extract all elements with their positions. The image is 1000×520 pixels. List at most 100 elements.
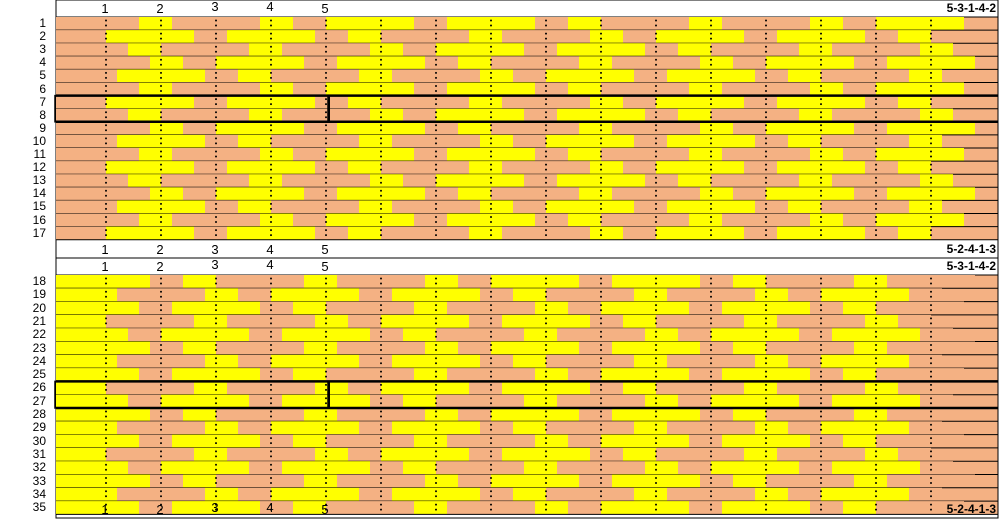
marker-dot: [655, 309, 657, 312]
cell-segment: [854, 56, 887, 70]
marker-dot: [545, 150, 547, 153]
marker-dot: [435, 495, 437, 498]
cell-segment: [458, 341, 491, 355]
marker-dot: [655, 90, 657, 92]
marker-dot: [160, 234, 162, 237]
cell-segment: [524, 394, 557, 408]
marker-dot: [215, 90, 217, 92]
cell-segment: [777, 314, 865, 329]
marker-dot: [765, 50, 767, 53]
cell-segment: [271, 69, 359, 83]
marker-dot: [820, 181, 822, 184]
marker-dot: [930, 423, 932, 426]
marker-dot: [325, 402, 327, 405]
cell-segment: [645, 328, 678, 342]
cell-segment: [359, 69, 392, 83]
marker-dot: [270, 503, 272, 506]
marker-dot: [490, 322, 492, 325]
lower-top-sequence: 5-3-1-4-2: [946, 259, 996, 273]
marker-dot: [820, 277, 822, 280]
marker-dot: [215, 202, 217, 205]
marker-dot: [435, 477, 437, 479]
marker-dot: [710, 234, 712, 237]
marker-dot: [435, 330, 437, 333]
cell-segment: [810, 148, 843, 162]
cell-segment: [480, 487, 513, 502]
cell-segment: [392, 354, 480, 369]
marker-dot: [875, 375, 877, 378]
marker-dot: [545, 388, 547, 391]
marker-dot: [710, 168, 712, 171]
marker-dot: [105, 32, 107, 35]
cell-segment: [568, 368, 601, 382]
marker-dot: [270, 202, 272, 205]
marker-dot: [270, 142, 272, 145]
marker-dot: [160, 477, 162, 479]
marker-dot: [380, 490, 382, 493]
marker-dot: [875, 508, 877, 511]
marker-dot: [710, 63, 712, 66]
marker-dot: [875, 362, 877, 365]
cell-segment: [854, 474, 887, 488]
marker-dot: [435, 234, 437, 237]
marker-dot: [105, 150, 107, 153]
marker-dot: [765, 111, 767, 114]
row-label: 15: [32, 199, 46, 214]
cell-segment: [139, 501, 172, 515]
row-label: 19: [32, 287, 46, 302]
marker-dot: [325, 477, 327, 479]
lower-bottom-col-3: 3: [211, 500, 219, 515]
marker-dot: [930, 19, 932, 22]
marker-dot: [930, 508, 932, 511]
cell-segment: [106, 447, 194, 462]
marker-dot: [655, 277, 657, 280]
cell-segment: [414, 434, 447, 448]
marker-dot: [765, 155, 767, 158]
cell-segment: [139, 213, 172, 227]
cell-segment: [414, 82, 447, 96]
marker-dot: [490, 71, 492, 74]
marker-dot: [710, 357, 712, 360]
cell-segment: [502, 447, 590, 462]
marker-dot: [105, 221, 107, 223]
marker-dot: [875, 221, 877, 223]
marker-dot: [820, 155, 822, 158]
marker-dot: [490, 317, 492, 320]
cell-segment: [304, 341, 337, 355]
marker-dot: [875, 357, 877, 360]
marker-dot: [710, 508, 712, 511]
marker-dot: [160, 503, 162, 506]
cell-segment: [392, 421, 480, 435]
cell-segment: [623, 447, 656, 462]
marker-dot: [380, 450, 382, 453]
marker-dot: [765, 357, 767, 360]
cell-segment: [810, 17, 843, 31]
cell-segment: [150, 474, 183, 488]
marker-dot: [820, 58, 822, 61]
marker-dot: [380, 468, 382, 471]
marker-dot: [215, 32, 217, 35]
marker-dot: [325, 116, 327, 119]
marker-dot: [820, 111, 822, 114]
marker-dot: [875, 304, 877, 307]
marker-dot: [270, 150, 272, 153]
marker-dot: [105, 189, 107, 192]
cell-segment: [425, 408, 458, 422]
cell-segment: [106, 314, 194, 329]
marker-dot: [105, 330, 107, 333]
marker-dot: [380, 229, 382, 232]
marker-dot: [875, 295, 877, 298]
cell-segment: [227, 95, 315, 109]
cell-segment: [513, 69, 546, 83]
marker-dot: [160, 207, 162, 210]
marker-dot: [710, 19, 712, 22]
marker-dot: [215, 24, 217, 27]
marker-dot: [325, 37, 327, 40]
cell-segment: [414, 17, 447, 31]
marker-dot: [930, 349, 932, 351]
marker-dot: [490, 282, 492, 285]
cell-segment: [524, 174, 557, 188]
marker-dot: [545, 290, 547, 293]
marker-dot: [765, 85, 767, 87]
cell-segment: [502, 314, 590, 329]
